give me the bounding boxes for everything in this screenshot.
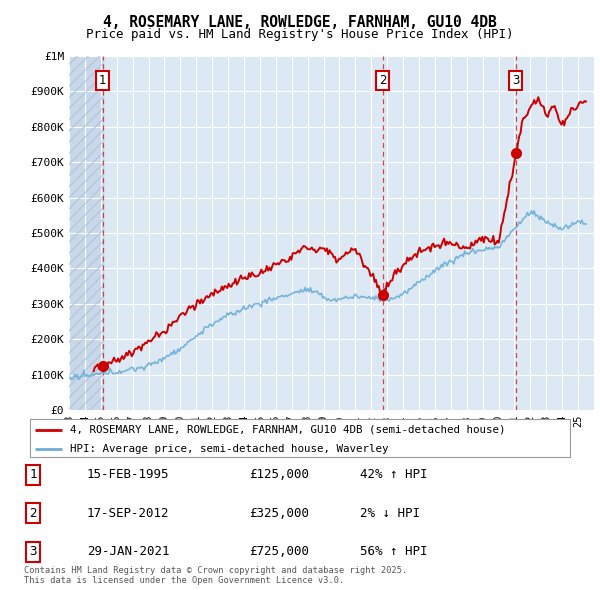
Text: Contains HM Land Registry data © Crown copyright and database right 2025.
This d: Contains HM Land Registry data © Crown c…: [24, 566, 407, 585]
Text: 56% ↑ HPI: 56% ↑ HPI: [360, 545, 427, 558]
Bar: [69, 56, 103, 410]
Text: 17-SEP-2012: 17-SEP-2012: [87, 507, 170, 520]
Text: 1: 1: [99, 74, 106, 87]
Text: 2: 2: [29, 507, 37, 520]
Text: £725,000: £725,000: [249, 545, 309, 558]
Text: 15-FEB-1995: 15-FEB-1995: [87, 468, 170, 481]
Text: 1: 1: [29, 468, 37, 481]
Text: 2: 2: [379, 74, 386, 87]
Text: HPI: Average price, semi-detached house, Waverley: HPI: Average price, semi-detached house,…: [71, 444, 389, 454]
Text: 4, ROSEMARY LANE, ROWLEDGE, FARNHAM, GU10 4DB: 4, ROSEMARY LANE, ROWLEDGE, FARNHAM, GU1…: [103, 15, 497, 30]
Text: 2% ↓ HPI: 2% ↓ HPI: [360, 507, 420, 520]
Text: 3: 3: [512, 74, 520, 87]
Text: £125,000: £125,000: [249, 468, 309, 481]
Text: Price paid vs. HM Land Registry's House Price Index (HPI): Price paid vs. HM Land Registry's House …: [86, 28, 514, 41]
Text: 3: 3: [29, 545, 37, 558]
Text: 29-JAN-2021: 29-JAN-2021: [87, 545, 170, 558]
Text: 42% ↑ HPI: 42% ↑ HPI: [360, 468, 427, 481]
Text: 4, ROSEMARY LANE, ROWLEDGE, FARNHAM, GU10 4DB (semi-detached house): 4, ROSEMARY LANE, ROWLEDGE, FARNHAM, GU1…: [71, 425, 506, 435]
Text: £325,000: £325,000: [249, 507, 309, 520]
Bar: [69, 56, 103, 410]
